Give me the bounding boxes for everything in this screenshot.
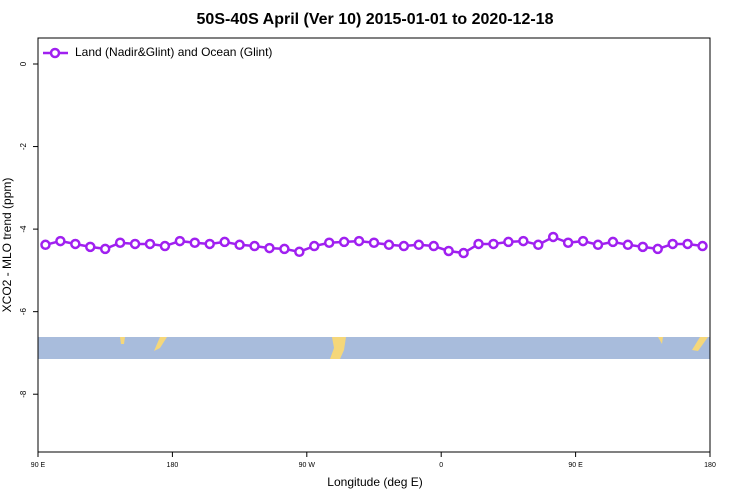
point xyxy=(488,238,499,250)
point xyxy=(652,243,663,255)
point xyxy=(622,239,634,251)
point xyxy=(607,236,619,248)
point xyxy=(189,237,201,248)
x-tick-label: 0 xyxy=(439,462,443,469)
point xyxy=(249,240,260,252)
point xyxy=(592,239,604,251)
y-tick-label: 0 xyxy=(19,61,28,66)
x-tick-label: 90 W xyxy=(299,462,316,469)
point xyxy=(368,237,380,248)
point xyxy=(159,240,171,252)
x-tick-label: 90 E xyxy=(568,462,583,469)
point xyxy=(219,236,230,248)
y-axis-label: XCO2 - MLO trend (ppm) xyxy=(0,178,14,313)
point xyxy=(353,235,365,247)
point xyxy=(413,239,425,251)
point xyxy=(547,231,559,243)
point xyxy=(323,237,335,248)
y-tick-label: -4 xyxy=(19,225,28,233)
legend-label: Land (Nadir&Glint) and Ocean (Glint) xyxy=(75,45,272,59)
point xyxy=(129,238,141,250)
plot-frame xyxy=(37,37,711,453)
chart-title: 50S-40S April (Ver 10) 2015-01-01 to 202… xyxy=(197,11,554,28)
point xyxy=(667,238,678,250)
point xyxy=(383,239,395,251)
point xyxy=(99,243,111,255)
point xyxy=(533,239,544,251)
legend-marker xyxy=(49,47,61,59)
point xyxy=(398,240,410,252)
point xyxy=(458,247,469,259)
point xyxy=(174,235,186,247)
point xyxy=(114,237,126,248)
point xyxy=(562,237,574,248)
x-tick-label: 180 xyxy=(167,462,179,469)
y-tick-label: -6 xyxy=(19,308,28,316)
point xyxy=(577,235,589,247)
point xyxy=(637,241,649,253)
map-strip xyxy=(38,337,710,359)
y-tick-label: -2 xyxy=(19,142,28,150)
point xyxy=(204,238,215,250)
point xyxy=(473,238,484,250)
point xyxy=(70,238,81,250)
point xyxy=(55,235,66,247)
point xyxy=(294,246,305,258)
point xyxy=(428,240,439,252)
point xyxy=(40,239,51,251)
point xyxy=(234,239,245,251)
point xyxy=(443,245,454,257)
y-tick-label: -8 xyxy=(19,390,28,398)
x-tick-label: 180 xyxy=(704,462,716,469)
point xyxy=(697,240,708,252)
point xyxy=(682,238,693,250)
point xyxy=(503,236,514,248)
point xyxy=(279,243,290,255)
point xyxy=(264,242,275,254)
point xyxy=(85,241,96,253)
point xyxy=(338,236,350,248)
point xyxy=(518,235,529,247)
x-axis-label: Longitude (deg E) xyxy=(327,475,422,489)
x-tick-label: 90 E xyxy=(31,462,46,469)
point xyxy=(144,238,156,250)
point xyxy=(309,240,320,252)
